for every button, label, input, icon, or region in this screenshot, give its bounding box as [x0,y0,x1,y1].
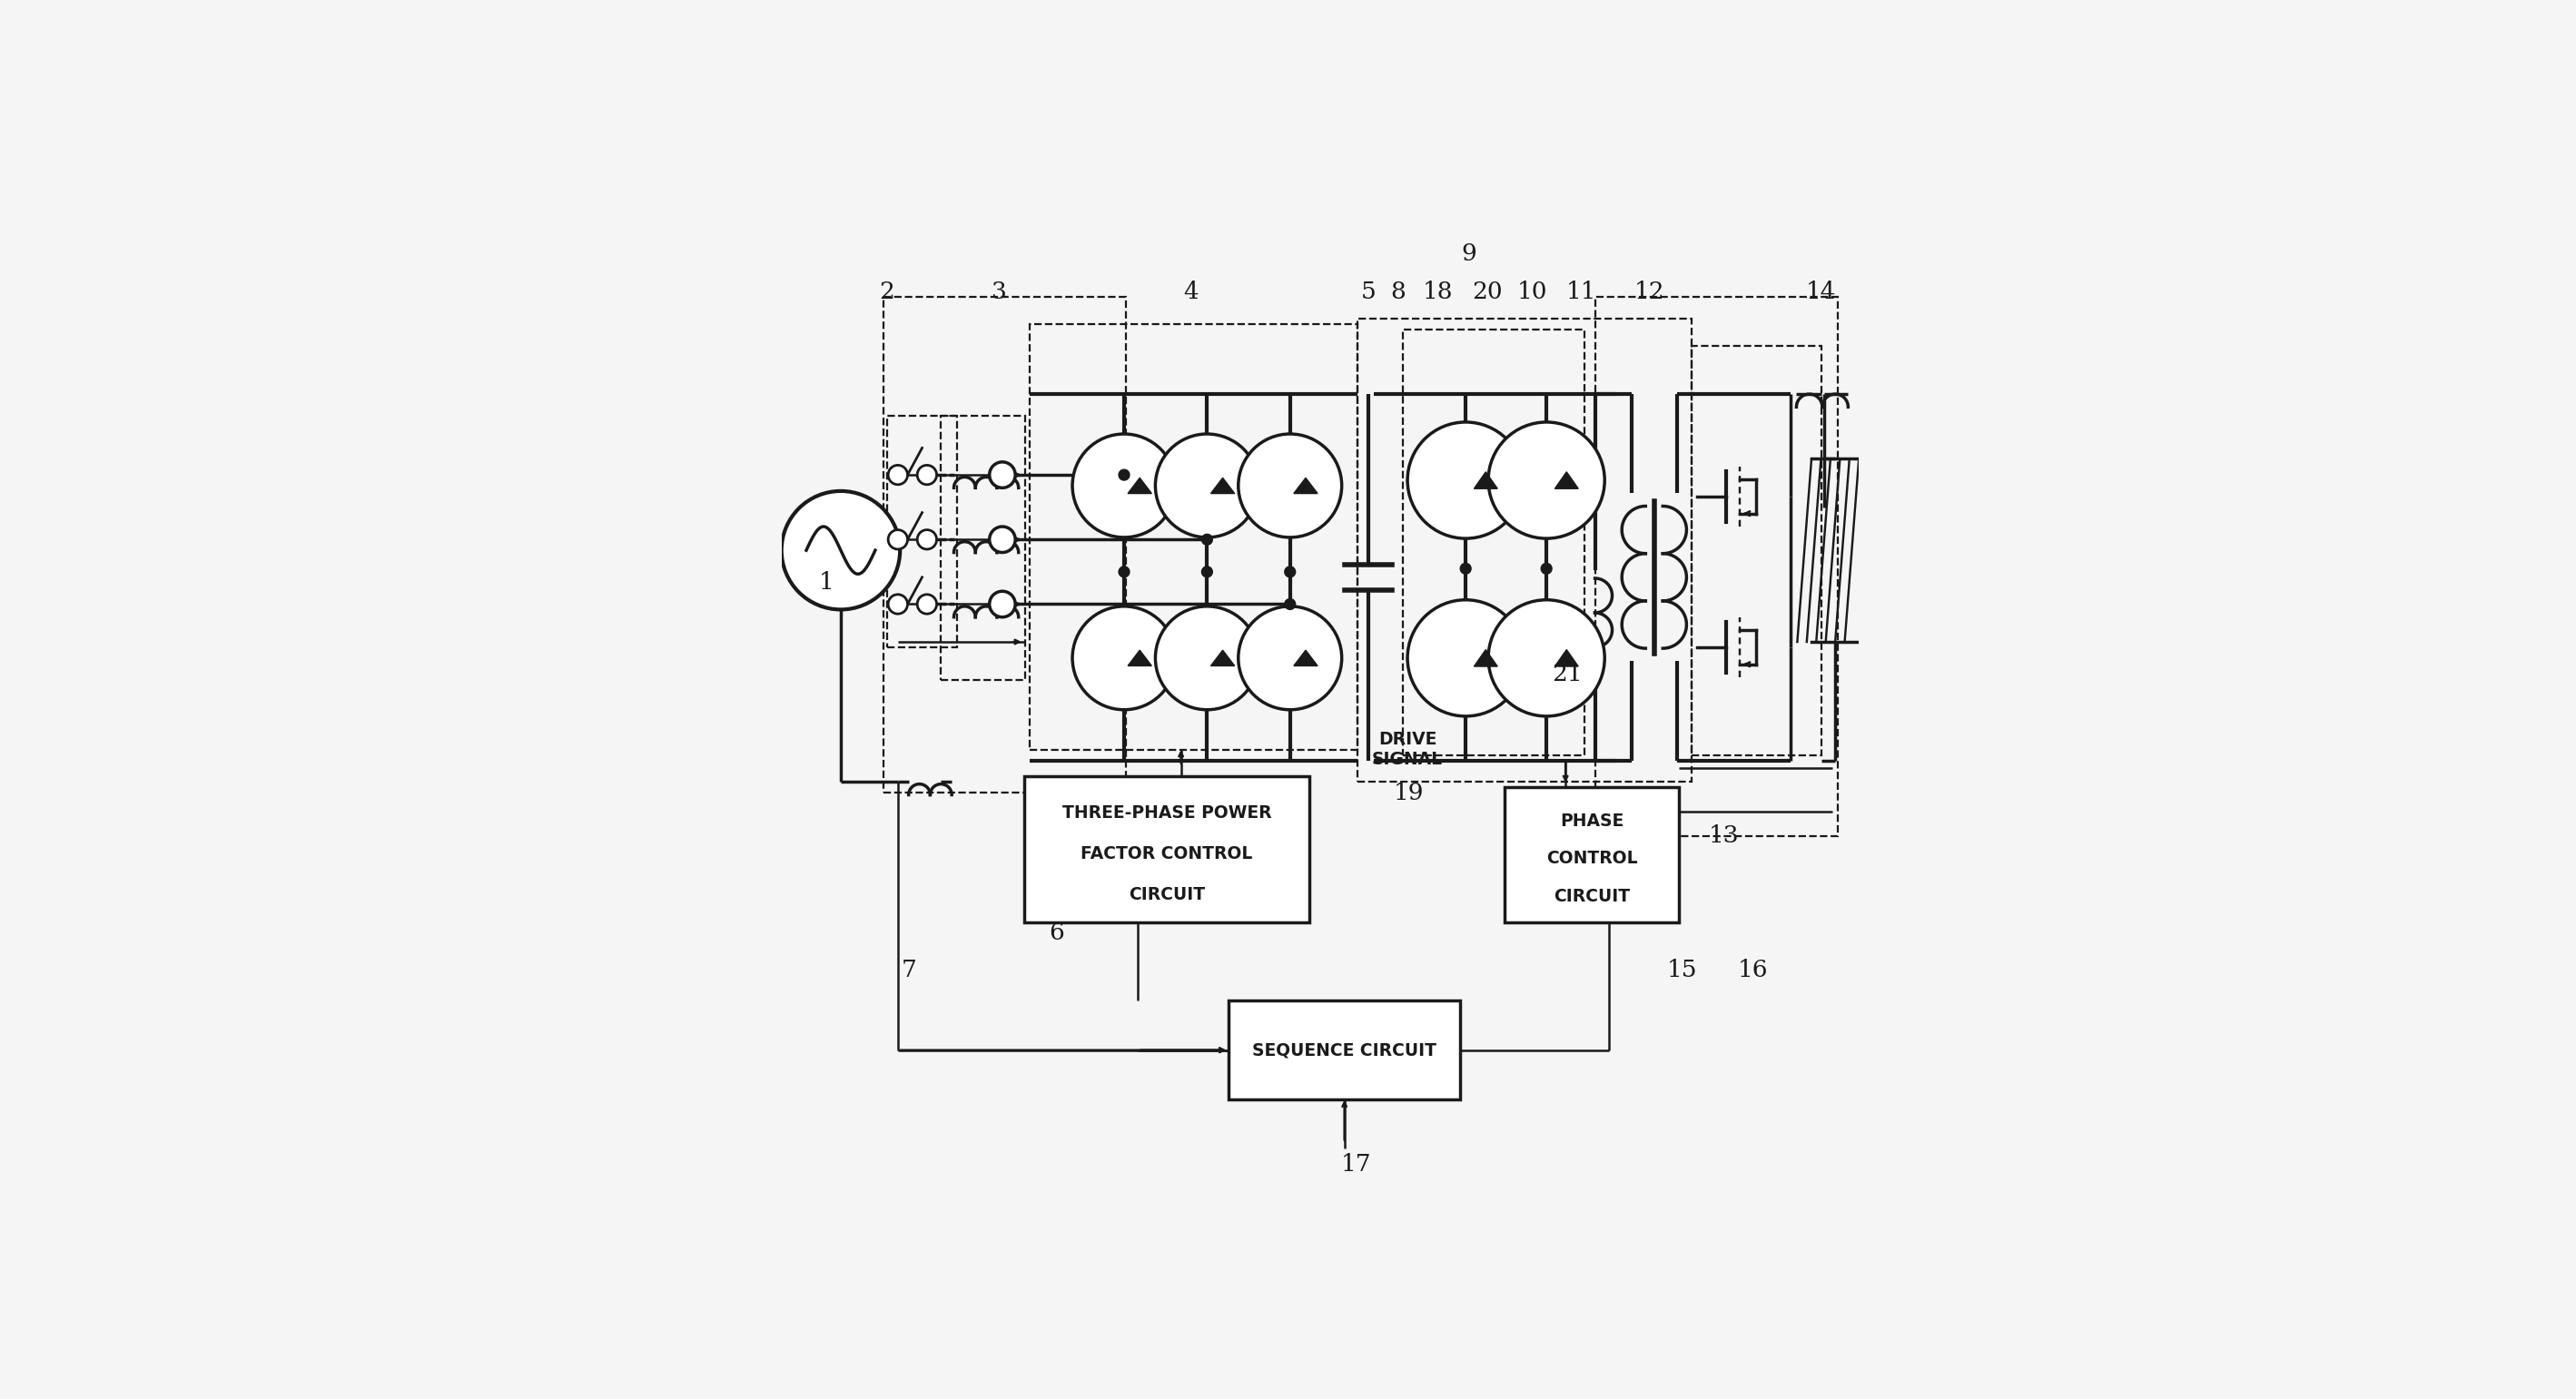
Bar [1030,325,1358,750]
Text: 15: 15 [1667,960,1698,982]
Text: 13: 13 [1708,824,1739,848]
Circle shape [1489,422,1605,539]
Polygon shape [1128,651,1151,666]
Text: 17: 17 [1340,1153,1370,1175]
Circle shape [989,592,1015,617]
Text: 2: 2 [878,280,894,304]
Circle shape [989,462,1015,488]
Bar [1595,297,1837,835]
Polygon shape [1293,478,1316,494]
Text: 3: 3 [992,280,1007,304]
Bar [940,416,1025,680]
Circle shape [1200,567,1213,578]
Text: 21: 21 [1551,663,1582,686]
Circle shape [1285,599,1296,610]
Circle shape [1406,600,1525,716]
Text: 9: 9 [1461,242,1476,266]
Text: 10: 10 [1517,280,1548,304]
Polygon shape [1128,478,1151,494]
Text: 5: 5 [1360,280,1376,304]
Circle shape [1285,567,1296,578]
Circle shape [917,530,938,550]
Text: 20: 20 [1471,280,1502,304]
Circle shape [989,526,1015,553]
Text: CONTROL: CONTROL [1546,851,1638,867]
Text: 4: 4 [1182,280,1198,304]
Circle shape [889,595,907,614]
Bar [886,416,958,648]
Circle shape [1157,606,1260,709]
Circle shape [1200,534,1213,546]
Circle shape [1239,434,1342,537]
Text: 1: 1 [819,571,835,595]
Circle shape [1489,600,1605,716]
Text: 11: 11 [1566,280,1597,304]
Circle shape [889,466,907,484]
Text: CIRCUIT: CIRCUIT [1553,888,1631,905]
Circle shape [1157,434,1260,537]
Polygon shape [1211,478,1234,494]
Text: 8: 8 [1391,280,1406,304]
Circle shape [1540,564,1551,574]
Text: 18: 18 [1422,280,1453,304]
Circle shape [1239,606,1342,709]
Polygon shape [1211,651,1234,666]
Text: CIRCUIT: CIRCUIT [1128,886,1206,902]
Text: 14: 14 [1806,280,1837,304]
Text: 7: 7 [902,960,917,982]
Bar [1023,776,1309,922]
Circle shape [1072,434,1175,537]
Circle shape [1072,606,1175,709]
Polygon shape [1556,471,1579,488]
Circle shape [917,595,938,614]
Circle shape [889,530,907,550]
Text: 16: 16 [1739,960,1770,982]
Bar [1504,788,1680,922]
Text: PHASE: PHASE [1561,813,1623,830]
Circle shape [1118,470,1128,480]
Text: DRIVE
SIGNAL: DRIVE SIGNAL [1373,730,1443,768]
Text: 12: 12 [1636,280,1664,304]
Circle shape [1406,422,1525,539]
Bar [1358,319,1692,782]
Text: 19: 19 [1394,781,1425,804]
Polygon shape [1473,471,1497,488]
Bar [1229,1000,1461,1100]
Circle shape [781,491,899,610]
Text: FACTOR CONTROL: FACTOR CONTROL [1082,845,1252,862]
Polygon shape [1473,649,1497,666]
Circle shape [1118,567,1128,578]
Text: SEQUENCE CIRCUIT: SEQUENCE CIRCUIT [1252,1041,1437,1059]
Text: 6: 6 [1048,922,1064,944]
Circle shape [917,466,938,484]
Text: THREE-PHASE POWER: THREE-PHASE POWER [1061,804,1273,821]
Bar [1404,329,1584,755]
Bar [884,297,1126,793]
Polygon shape [1293,651,1316,666]
Circle shape [1461,564,1471,574]
Polygon shape [1556,649,1579,666]
Bar [1692,346,1821,755]
